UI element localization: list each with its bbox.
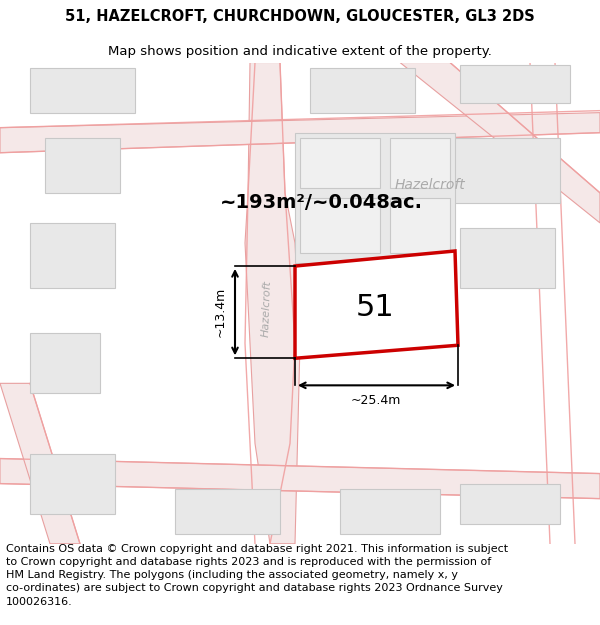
- Text: Hazelcroft: Hazelcroft: [395, 178, 466, 192]
- Text: ~25.4m: ~25.4m: [351, 394, 401, 407]
- Text: Hazelcroft: Hazelcroft: [261, 279, 273, 337]
- Polygon shape: [30, 454, 115, 514]
- Text: 51: 51: [356, 292, 394, 322]
- Polygon shape: [390, 138, 450, 188]
- Polygon shape: [0, 383, 80, 544]
- Text: ~13.4m: ~13.4m: [214, 287, 227, 338]
- Text: ~193m²/~0.048ac.: ~193m²/~0.048ac.: [220, 193, 423, 213]
- Polygon shape: [175, 489, 280, 534]
- Polygon shape: [0, 112, 600, 152]
- Polygon shape: [30, 68, 135, 112]
- Text: 51, HAZELCROFT, CHURCHDOWN, GLOUCESTER, GL3 2DS: 51, HAZELCROFT, CHURCHDOWN, GLOUCESTER, …: [65, 9, 535, 24]
- Polygon shape: [0, 459, 600, 499]
- Polygon shape: [450, 138, 560, 203]
- Polygon shape: [460, 228, 555, 288]
- Polygon shape: [300, 198, 380, 253]
- Polygon shape: [295, 132, 455, 263]
- Polygon shape: [30, 223, 115, 288]
- Text: Map shows position and indicative extent of the property.: Map shows position and indicative extent…: [108, 46, 492, 58]
- Polygon shape: [460, 64, 570, 102]
- Polygon shape: [340, 489, 440, 534]
- Polygon shape: [390, 198, 450, 253]
- Polygon shape: [460, 484, 560, 524]
- Polygon shape: [400, 62, 600, 223]
- Polygon shape: [310, 68, 415, 112]
- Polygon shape: [45, 138, 120, 193]
- Polygon shape: [30, 333, 100, 393]
- Polygon shape: [300, 138, 380, 188]
- Polygon shape: [245, 62, 300, 544]
- Polygon shape: [295, 251, 458, 358]
- Text: Contains OS data © Crown copyright and database right 2021. This information is : Contains OS data © Crown copyright and d…: [6, 544, 508, 606]
